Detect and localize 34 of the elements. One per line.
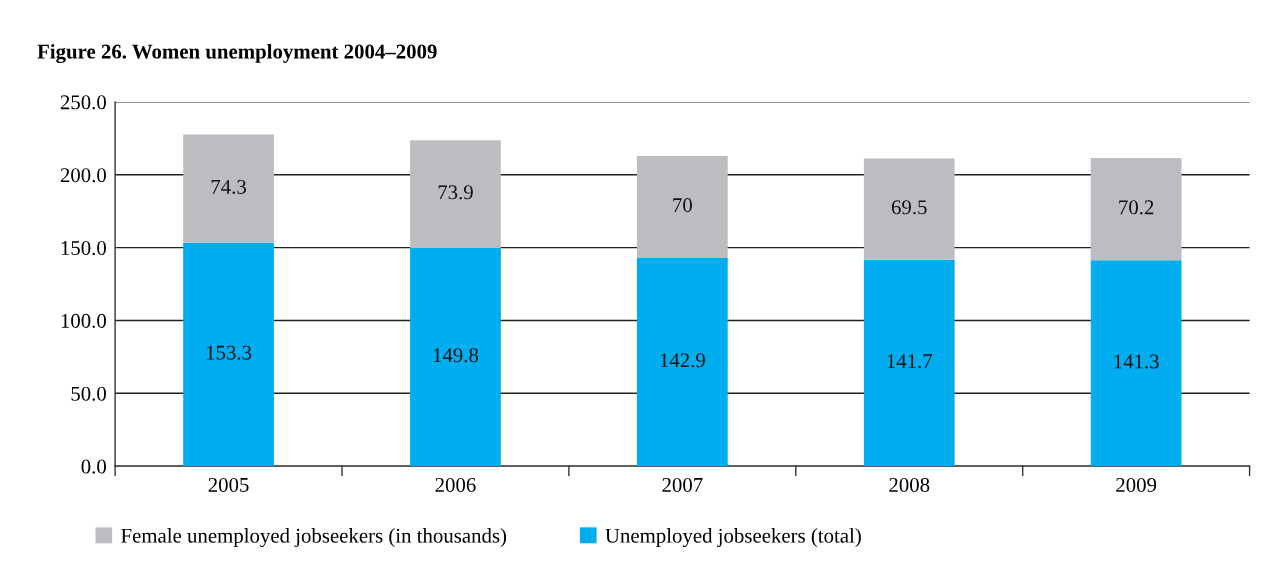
data-label: 153.3 (206, 345, 252, 360)
data-label: 142.9 (660, 353, 705, 368)
bar (1090, 158, 1182, 261)
legend-label: Unemployed jobseekers (total) (605, 528, 861, 548)
y-tick-label: 50.0 (71, 386, 106, 401)
data-label: 70.2 (1119, 200, 1154, 215)
data-label: 74.3 (211, 179, 246, 194)
chart-title: Figure 26. Women unemployment 2004–2009 (37, 43, 437, 64)
data-label: 73.9 (438, 185, 473, 200)
bar (183, 134, 274, 243)
data-label: 149.8 (433, 348, 479, 363)
bar (863, 158, 955, 260)
bar (410, 247, 501, 467)
bar (636, 257, 728, 467)
y-tick-label: 100.0 (61, 313, 106, 328)
legend-label: Female unemployed jobseekers (in thousands) (121, 528, 507, 548)
y-tick-label: 150.0 (61, 240, 106, 256)
y-tick-label: 200.0 (60, 168, 106, 183)
data-label: 70 (673, 198, 692, 213)
x-tick-label: 2007 (662, 477, 703, 492)
bar (1090, 260, 1182, 467)
y-tick-label: 250.0 (60, 95, 106, 110)
x-tick-label: 2009 (1116, 477, 1157, 492)
bar (183, 242, 274, 467)
data-label: 141.7 (887, 354, 933, 369)
data-label: 69.5 (891, 200, 927, 215)
x-tick-label: 2006 (435, 477, 476, 492)
x-tick-label: 2005 (208, 477, 249, 492)
data-label: 141.3 (1114, 354, 1159, 369)
bar (863, 259, 955, 467)
bar (636, 155, 728, 258)
bar (410, 140, 501, 248)
y-tick-label: 0.0 (81, 459, 106, 474)
x-tick-label: 2008 (889, 477, 930, 492)
